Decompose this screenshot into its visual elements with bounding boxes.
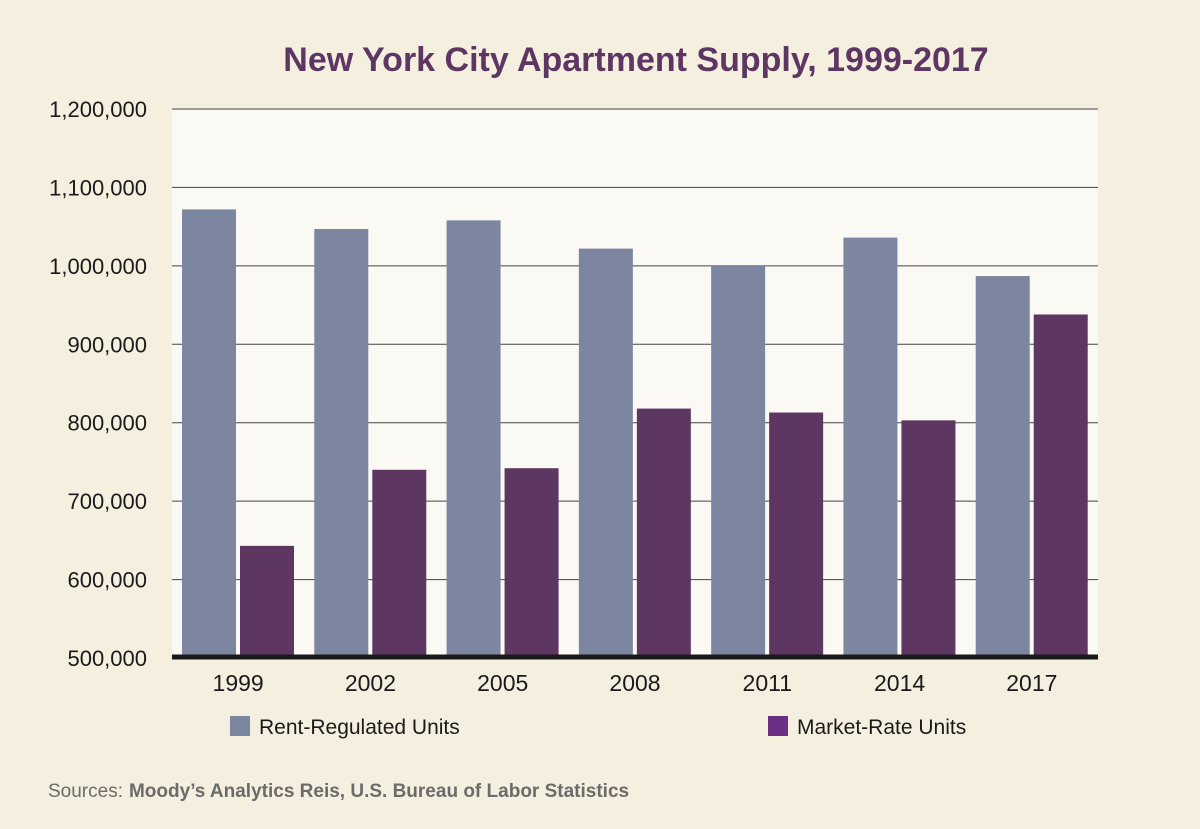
y-tick-label: 700,000 [67, 489, 147, 514]
y-tick-label: 800,000 [67, 411, 147, 436]
y-tick-label: 1,100,000 [49, 175, 147, 200]
x-axis: 1999 2002 2005 2008 2011 2014 2017 [213, 670, 1058, 696]
legend-label: Rent-Regulated Units [259, 716, 460, 739]
plot-area [172, 109, 1098, 658]
y-axis: 500,000 600,000 700,000 800,000 900,000 1,000… [49, 97, 147, 671]
source-text: Moody’s Analytics Reis, U.S. Bureau of L… [129, 781, 629, 802]
x-tick-label: 2014 [874, 670, 925, 696]
source-prefix: Sources: [48, 781, 123, 802]
chart-title: New York City Apartment Supply, 1999-201… [283, 41, 988, 79]
legend-swatch [768, 716, 788, 736]
legend-label: Market-Rate Units [797, 716, 966, 739]
legend-swatch [230, 716, 250, 736]
y-tick-label: 1,200,000 [49, 97, 147, 122]
y-tick-label: 1,000,000 [49, 254, 147, 279]
x-tick-label: 2017 [1006, 670, 1057, 696]
bar-market-rate-2014 [901, 420, 956, 658]
bar-rent-regulated-2005 [446, 220, 501, 658]
source-note: Sources: Moody’s Analytics Reis, U.S. Bur… [48, 781, 629, 802]
y-tick-label: 500,000 [67, 646, 147, 671]
y-tick-label: 600,000 [67, 568, 147, 593]
bar-rent-regulated-2017 [975, 276, 1030, 658]
chart-canvas: New York City Apartment Supply, 1999-201… [48, 41, 1098, 802]
bar-rent-regulated-2008 [578, 248, 633, 659]
x-tick-label: 1999 [213, 670, 264, 696]
bar-market-rate-2011 [769, 412, 824, 658]
bar-market-rate-2002 [372, 469, 427, 658]
bar-rent-regulated-1999 [182, 209, 236, 659]
chart-frame: New York City Apartment Supply, 1999-201… [8, 8, 1192, 821]
x-tick-label: 2008 [609, 670, 660, 696]
x-tick-label: 2002 [345, 670, 396, 696]
x-tick-label: 2005 [477, 670, 528, 696]
x-tick-label: 2011 [743, 670, 792, 696]
legend: Rent-Regulated Units Market-Rate Units [230, 716, 966, 739]
bar-rent-regulated-2014 [843, 237, 898, 658]
bars [182, 209, 1088, 659]
y-tick-label: 900,000 [67, 332, 147, 357]
bar-market-rate-1999 [240, 545, 294, 658]
bar-market-rate-2008 [636, 408, 691, 658]
bar-rent-regulated-2011 [711, 265, 766, 658]
bar-market-rate-2017 [1033, 314, 1088, 658]
bar-rent-regulated-2002 [314, 228, 369, 658]
bar-market-rate-2005 [504, 468, 559, 658]
